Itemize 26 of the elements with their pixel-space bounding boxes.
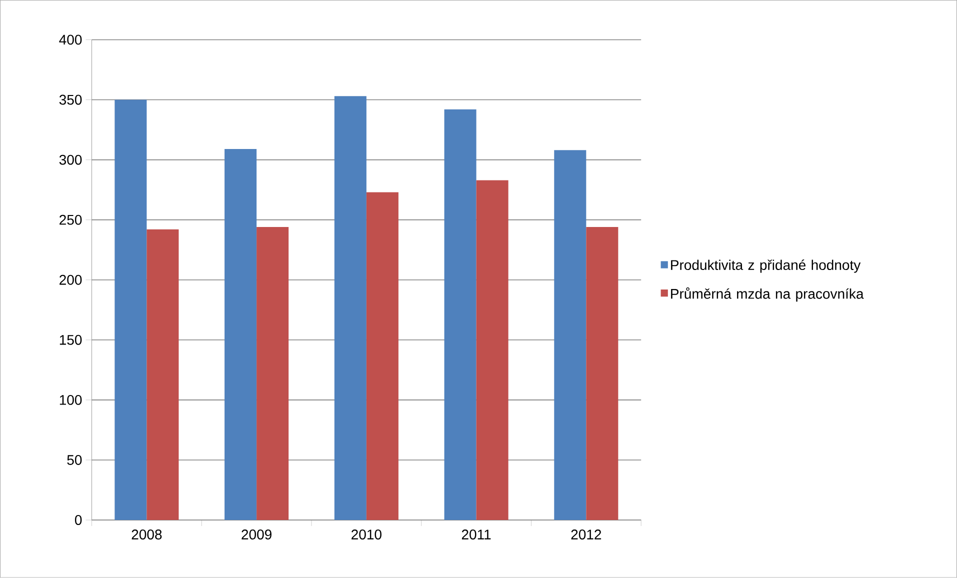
bar: [476, 180, 508, 520]
x-tick-label: 2012: [571, 530, 602, 540]
y-tick-label: 50: [67, 455, 82, 466]
legend-label: Průměrná mzda na pracovníka: [671, 288, 864, 302]
y-tick-label: 300: [59, 154, 82, 165]
x-tick-label: 2011: [462, 530, 491, 540]
y-tick-label: 350: [59, 94, 82, 105]
bar: [554, 150, 586, 520]
y-tick-label: 150: [60, 335, 82, 345]
bar: [334, 96, 366, 520]
y-tick-label: 250: [60, 214, 82, 225]
bar: [114, 100, 147, 520]
bar: [444, 109, 476, 520]
x-tick-label: 2009: [242, 530, 272, 540]
bar: [256, 227, 289, 520]
x-tick-label: 2008: [132, 530, 162, 540]
bar: [366, 192, 398, 520]
y-tick-label: 100: [60, 395, 82, 406]
y-tick-label: 200: [60, 275, 82, 285]
bar: [224, 149, 257, 520]
y-tick-label: 0: [74, 515, 82, 526]
y-tick-label: 400: [59, 34, 82, 45]
legend-label: Produktivita z přidané hodnoty: [671, 260, 861, 273]
bar: [146, 230, 179, 520]
x-tick-label: 2010: [352, 530, 382, 540]
bar: [586, 227, 618, 520]
